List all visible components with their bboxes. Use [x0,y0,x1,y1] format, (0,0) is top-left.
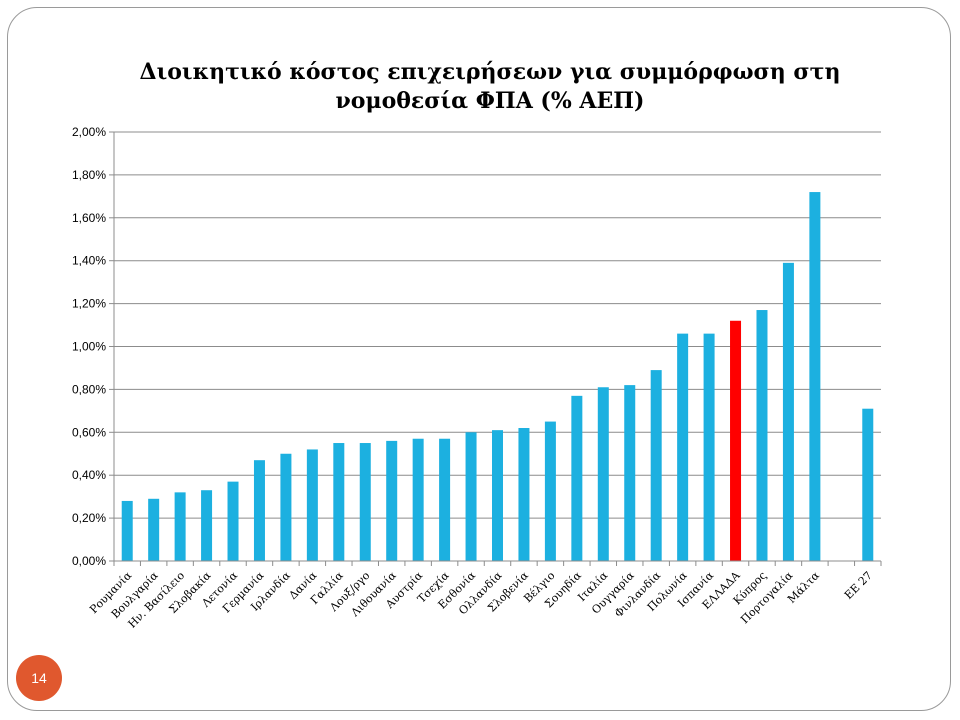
y-tick-label: 1,00% [72,340,106,354]
bar [518,428,530,561]
bar [201,490,213,561]
bar [121,500,133,561]
bar [730,320,742,561]
y-tick-label: 1,20% [72,297,106,311]
y-tick-label: 1,60% [72,211,106,225]
y-tick-label: 1,80% [72,168,106,182]
bar [544,421,556,561]
bar [862,408,874,561]
bar [359,443,371,561]
bar [756,310,768,561]
bar [253,460,265,561]
y-tick-label: 0,60% [72,425,106,439]
bar [782,262,794,561]
bar [677,333,689,561]
x-tick-label: ΕΕ 27 [842,569,875,602]
bar [492,430,503,561]
chart-title: Διοικητικό κόστος επιχειρήσεων για συμμό… [100,58,880,116]
page-number-badge: 14 [16,655,62,701]
bar [650,370,662,561]
bar [439,438,451,561]
y-tick-label: 0,40% [72,468,106,482]
bar [624,385,636,561]
bar [809,192,821,561]
bar [465,432,477,561]
chart-title-line-2: νομοθεσία ΦΠΑ (% ΑΕΠ) [335,88,645,114]
y-tick-label: 0,20% [72,511,106,525]
y-tick-label: 2,00% [72,125,106,139]
bar [227,481,239,561]
bar [333,443,345,561]
bar [148,498,160,561]
y-tick-label: 0,80% [72,382,106,396]
bar [306,449,318,561]
bar [280,453,292,561]
y-tick-label: 1,40% [72,254,106,268]
bar [571,395,583,561]
chart-title-line-1: Διοικητικό κόστος επιχειρήσεων για συμμό… [139,59,841,85]
y-tick-label: 0,00% [72,554,106,568]
bar [597,387,609,561]
bar [703,333,715,561]
bar [412,438,424,561]
bar [386,440,398,561]
bar [174,492,186,561]
